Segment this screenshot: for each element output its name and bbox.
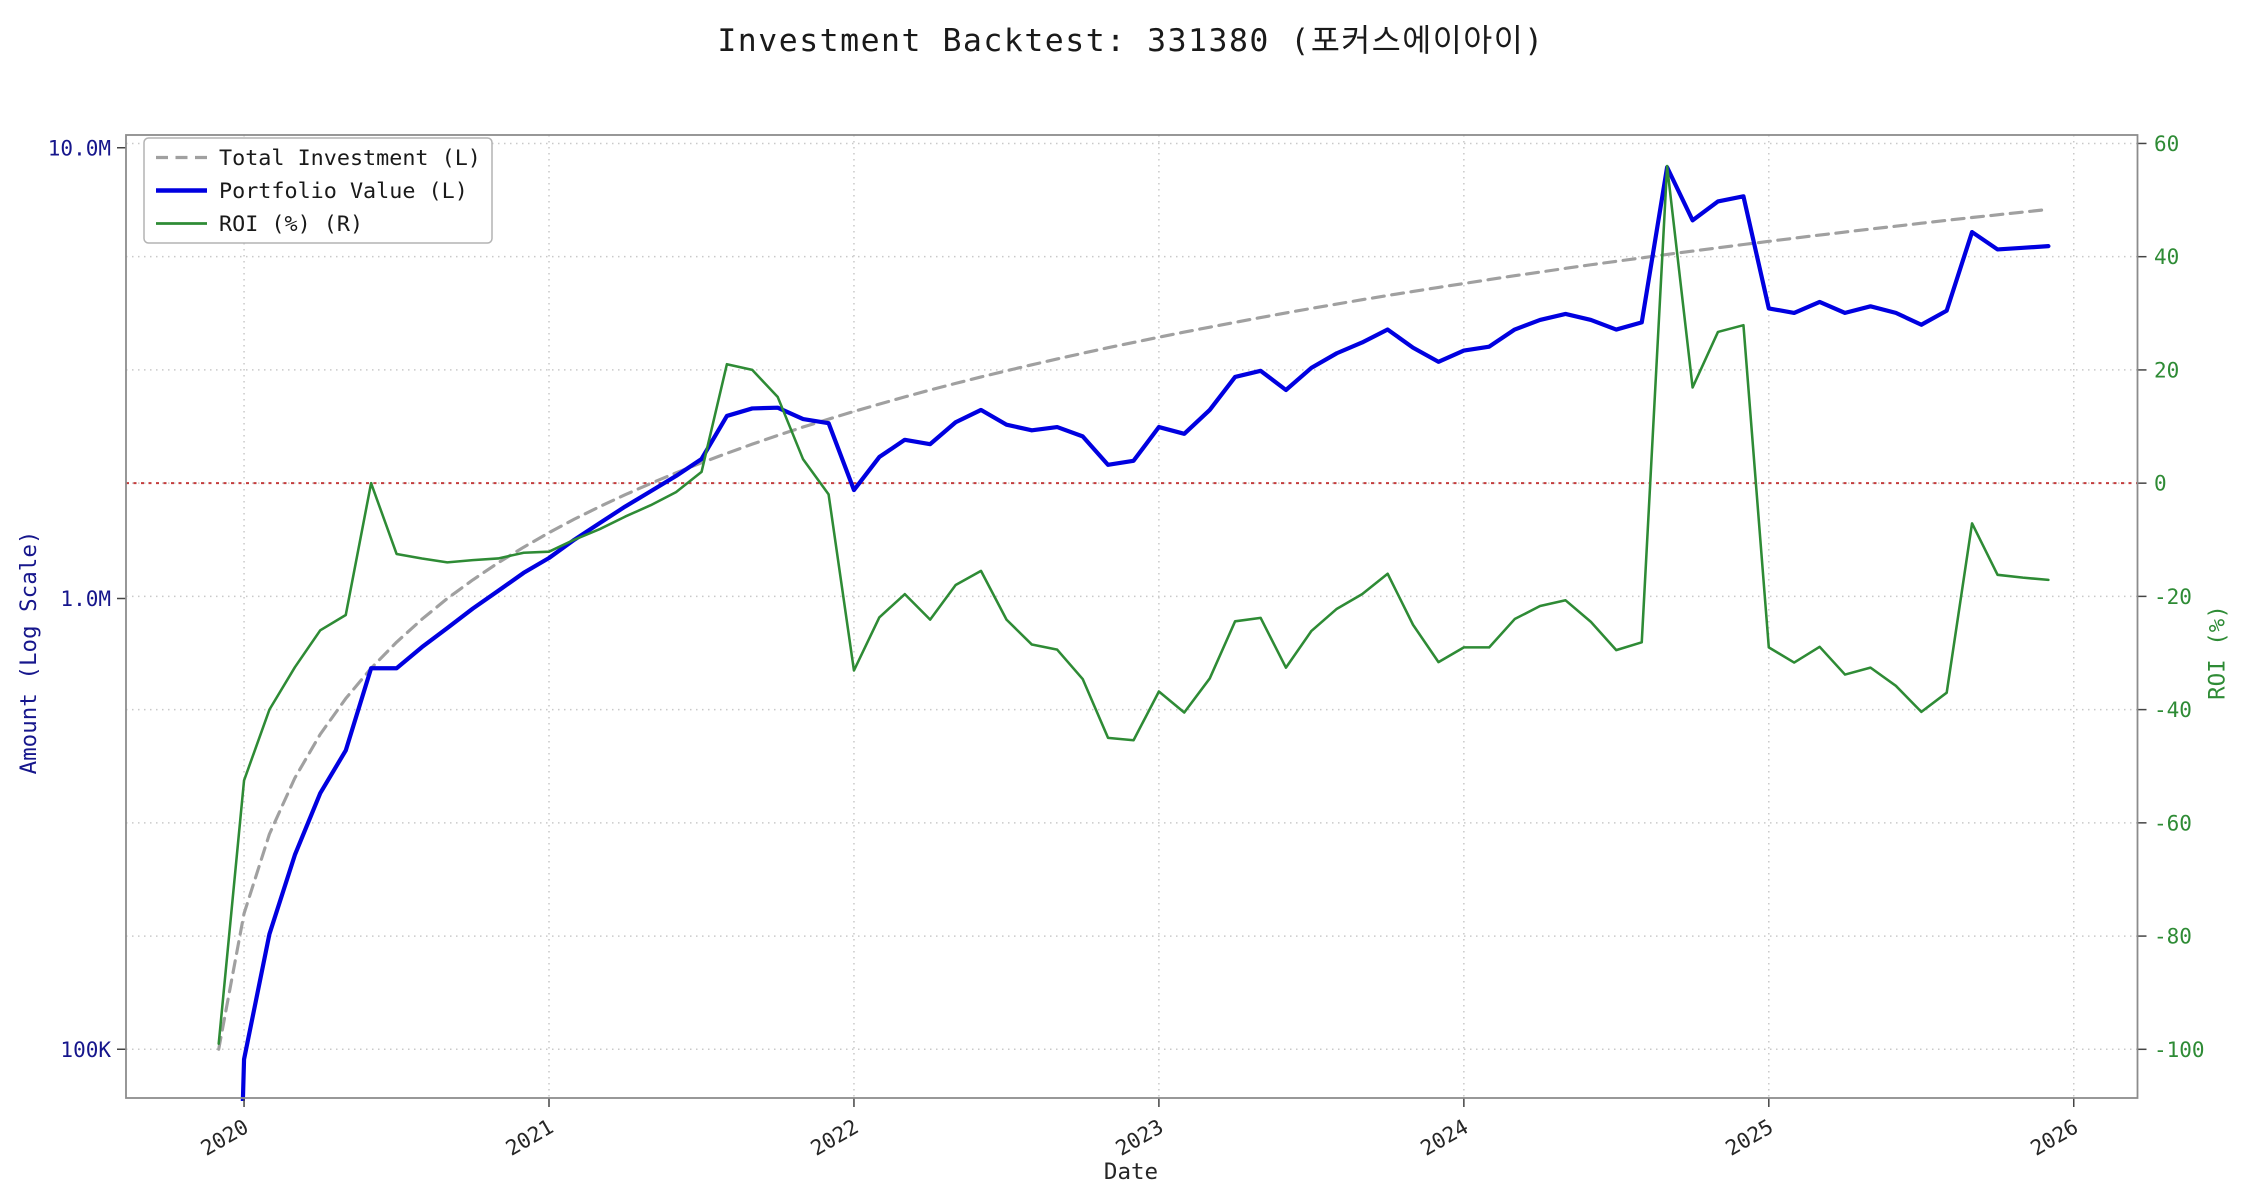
portfolio-value-line	[240, 165, 2051, 1101]
x-tick-label: 2025	[1721, 1115, 1777, 1161]
x-tick-label: 2021	[502, 1115, 558, 1161]
x-tick-label: 2020	[197, 1115, 253, 1161]
chart-title: Investment Backtest: 331380 (포커스에이아이)	[717, 23, 1544, 59]
left-tick-label: 100K	[60, 1038, 111, 1062]
roi-line	[217, 164, 2050, 1045]
plot-border	[125, 134, 2139, 1099]
right-tick-label: 20	[2154, 358, 2179, 382]
right-tick-label: -80	[2154, 925, 2192, 949]
x-tick-label: 2024	[1417, 1115, 1473, 1161]
right-tick-label: -20	[2154, 585, 2192, 609]
right-tick-label: -100	[2154, 1038, 2205, 1062]
x-tick-label: 2026	[2026, 1115, 2082, 1161]
legend-label-portfolio: Portfolio Value (L)	[219, 179, 468, 204]
right-tick-label: 40	[2154, 245, 2179, 269]
legend-label-total-investment: Total Investment (L)	[219, 146, 481, 171]
total-investment-line	[217, 207, 2050, 1051]
left-tick-label: 10.0M	[48, 136, 111, 160]
right-tick-label: 60	[2154, 132, 2179, 156]
right-axis-label: ROI (%)	[2205, 605, 2231, 700]
legend-label-roi: ROI (%) (R)	[219, 212, 363, 237]
right-tick-label: 0	[2154, 472, 2167, 496]
right-tick-label: -40	[2154, 698, 2192, 722]
left-tick-label: 1.0M	[60, 587, 111, 611]
x-tick-label: 2023	[1112, 1115, 1168, 1161]
x-tick-label: 2022	[807, 1115, 863, 1161]
legend: Total Investment (L) Portfolio Value (L)…	[143, 137, 493, 244]
left-axis-label: Amount (Log Scale)	[16, 531, 42, 775]
right-tick-label: -60	[2154, 811, 2192, 835]
legend-box	[143, 137, 493, 244]
x-axis-label: Date	[1104, 1159, 1158, 1185]
axis-ticks: 2020 2021 2022 2023 2024 2025 2026 10.0M 1.0M 100…	[48, 132, 2205, 1161]
